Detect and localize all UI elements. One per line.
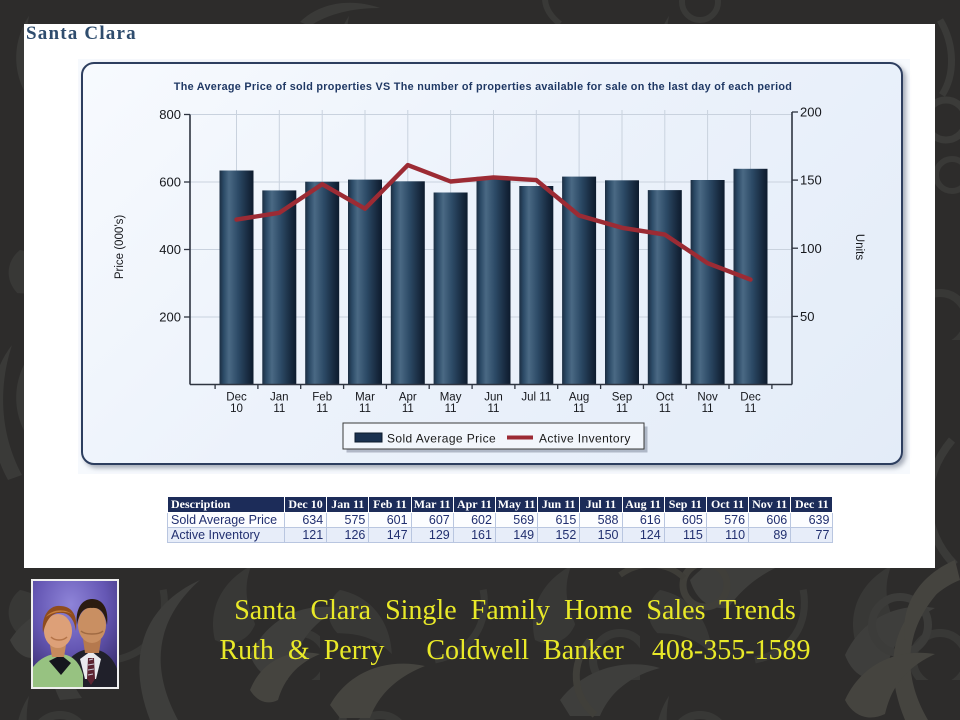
svg-text:Mar: Mar <box>355 392 375 404</box>
svg-text:Dec: Dec <box>226 392 247 404</box>
svg-text:11: 11 <box>402 403 414 415</box>
svg-text:11: 11 <box>702 403 714 415</box>
svg-text:Price (000’s): Price (000’s) <box>114 215 126 280</box>
svg-text:11: 11 <box>616 403 628 415</box>
svg-text:11: 11 <box>573 403 585 415</box>
svg-text:May: May <box>440 392 462 404</box>
svg-text:Active Inventory: Active Inventory <box>539 432 631 446</box>
svg-text:200: 200 <box>800 105 822 120</box>
svg-text:Feb: Feb <box>312 392 332 404</box>
svg-text:600: 600 <box>159 175 181 190</box>
svg-text:11: 11 <box>445 403 457 415</box>
svg-text:100: 100 <box>800 241 822 256</box>
svg-text:10: 10 <box>230 403 243 415</box>
svg-text:800: 800 <box>159 107 181 122</box>
svg-text:11: 11 <box>488 403 500 415</box>
svg-text:Sold Average Price: Sold Average Price <box>387 432 496 446</box>
svg-text:Units: Units <box>853 234 865 260</box>
svg-text:Jan: Jan <box>270 392 289 404</box>
svg-text:Dec: Dec <box>740 392 761 404</box>
svg-text:Oct: Oct <box>656 392 675 404</box>
svg-text:Sep: Sep <box>612 392 632 404</box>
svg-text:Jun: Jun <box>484 392 503 404</box>
svg-text:11: 11 <box>745 403 757 415</box>
svg-text:Aug: Aug <box>569 392 589 404</box>
svg-text:The Average Price of sold prop: The Average Price of sold properties VS … <box>174 81 792 93</box>
svg-text:11: 11 <box>659 403 671 415</box>
svg-text:Apr: Apr <box>399 392 417 404</box>
svg-text:Jul 11: Jul 11 <box>521 392 551 404</box>
svg-text:200: 200 <box>159 310 181 325</box>
svg-text:11: 11 <box>316 403 328 415</box>
svg-text:Nov: Nov <box>697 392 718 404</box>
svg-text:150: 150 <box>800 173 822 188</box>
svg-text:50: 50 <box>800 309 814 324</box>
svg-text:400: 400 <box>159 242 181 257</box>
svg-text:11: 11 <box>273 403 285 415</box>
svg-text:11: 11 <box>359 403 371 415</box>
